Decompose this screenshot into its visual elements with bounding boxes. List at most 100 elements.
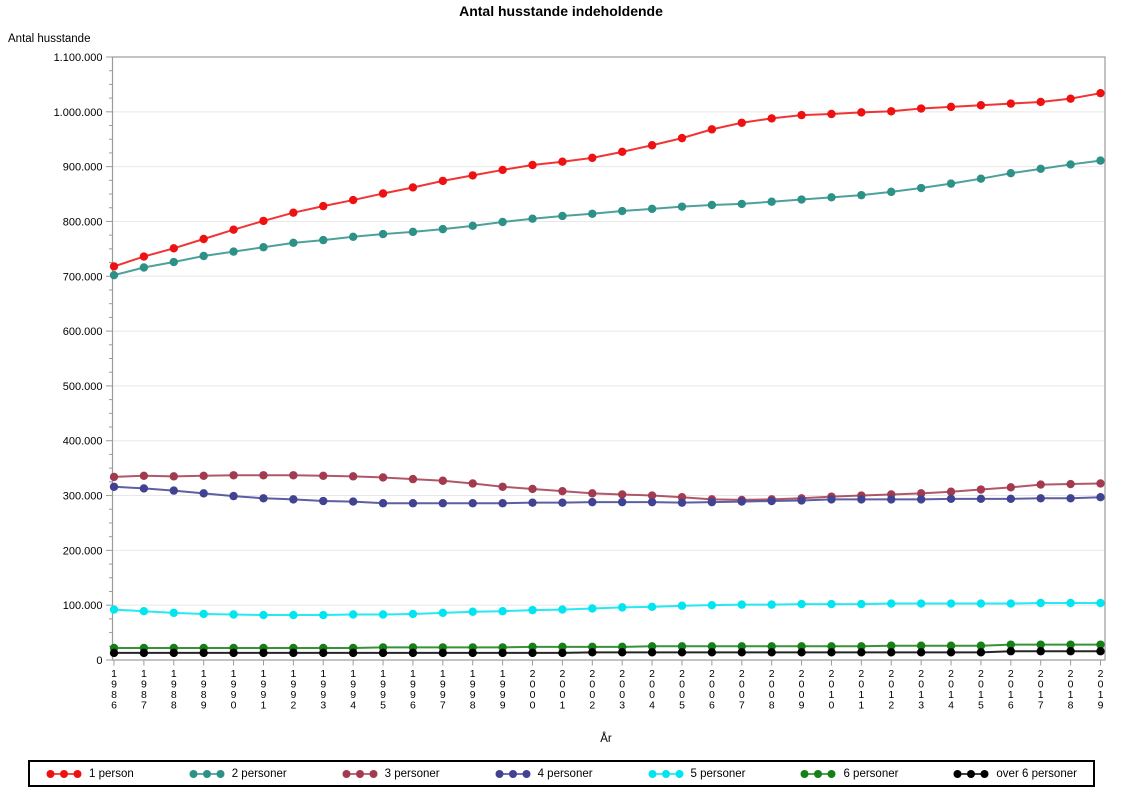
data-point-4-personer bbox=[797, 496, 806, 505]
data-point-over-6-personer bbox=[1066, 647, 1075, 656]
data-point-5-personer bbox=[259, 610, 268, 620]
data-point-2-personer bbox=[199, 251, 208, 261]
data-point-4-personer bbox=[199, 489, 208, 498]
legend-item-over-6-personer: over 6 personer bbox=[953, 768, 1077, 780]
data-point-2-personer bbox=[827, 193, 836, 202]
legend-marker-icon-6-personer bbox=[800, 769, 836, 778]
legend-marker-icon-5-personer bbox=[648, 769, 684, 778]
legend-marker-dot bbox=[369, 769, 378, 778]
data-point-6-personer bbox=[887, 641, 896, 650]
data-point-3-personer bbox=[588, 489, 597, 498]
data-point-4-personer bbox=[946, 494, 956, 504]
data-point-2-personer bbox=[707, 200, 717, 210]
data-point-2-personer bbox=[797, 195, 806, 204]
y-axis-title: Antal husstande bbox=[8, 33, 91, 45]
data-point-5-personer bbox=[976, 599, 986, 608]
data-point-2-personer bbox=[348, 232, 358, 242]
data-point-4-personer bbox=[647, 497, 657, 507]
y-axis-tick-label: 600.000 bbox=[63, 326, 103, 338]
data-point-over-6-personer bbox=[887, 648, 896, 657]
y-axis-tick-label: 1.100.000 bbox=[54, 52, 103, 64]
data-point-1-person bbox=[916, 104, 926, 113]
data-point-6-personer bbox=[857, 642, 866, 651]
data-point-6-personer bbox=[767, 642, 776, 651]
legend-marker-dot bbox=[800, 769, 809, 778]
legend-marker-icon-3-personer bbox=[342, 769, 378, 778]
data-point-1-person bbox=[677, 133, 687, 143]
data-point-2-personer bbox=[1096, 156, 1105, 165]
legend-marker-icon-1-person bbox=[46, 769, 82, 778]
data-point-5-personer bbox=[378, 610, 388, 619]
data-point-4-personer bbox=[378, 499, 388, 508]
data-point-3-personer bbox=[1006, 483, 1016, 492]
legend-marker-dot bbox=[980, 769, 989, 778]
legend-marker-dot bbox=[202, 769, 211, 778]
data-point-3-personer bbox=[1036, 480, 1045, 489]
legend-marker-dot bbox=[73, 769, 82, 778]
data-point-over-6-personer bbox=[378, 648, 388, 658]
data-point-2-personer bbox=[887, 187, 896, 197]
data-point-over-6-personer bbox=[199, 648, 208, 658]
data-point-3-personer bbox=[169, 472, 178, 481]
data-point-1-person bbox=[1036, 97, 1045, 107]
data-point-6-personer bbox=[1036, 640, 1045, 649]
legend-marker-dot bbox=[508, 769, 517, 778]
data-point-over-6-personer bbox=[169, 648, 178, 658]
series-line-4-personer bbox=[113, 485, 1101, 505]
data-point-3-personer bbox=[976, 485, 986, 494]
data-point-1-person bbox=[468, 171, 477, 180]
data-point-6-personer bbox=[677, 642, 687, 651]
data-point-6-personer bbox=[707, 642, 717, 651]
data-point-4-personer bbox=[109, 482, 119, 491]
y-axis-tick-label: 500.000 bbox=[63, 381, 103, 393]
legend-marker-dot bbox=[953, 769, 962, 778]
data-point-5-personer bbox=[916, 599, 926, 608]
data-point-5-personer bbox=[498, 607, 507, 616]
data-point-4-personer bbox=[737, 497, 746, 506]
data-point-3-personer bbox=[408, 474, 418, 484]
data-point-over-6-personer bbox=[767, 648, 776, 657]
data-point-over-6-personer bbox=[976, 648, 986, 657]
data-point-2-personer bbox=[438, 224, 448, 234]
legend-marker-dot bbox=[216, 769, 225, 778]
y-axis-tick-label: 400.000 bbox=[63, 436, 103, 448]
data-point-3-personer bbox=[289, 471, 298, 480]
y-axis-tick-label: 0 bbox=[96, 655, 102, 667]
data-point-2-personer bbox=[946, 179, 956, 188]
data-point-1-person bbox=[139, 252, 149, 261]
data-point-2-personer bbox=[498, 217, 507, 227]
data-point-2-personer bbox=[617, 206, 627, 216]
data-point-over-6-personer bbox=[946, 648, 956, 657]
data-point-5-personer bbox=[139, 607, 149, 616]
data-point-4-personer bbox=[169, 486, 178, 495]
series-line-3-personer bbox=[113, 474, 1101, 501]
data-point-5-personer bbox=[827, 599, 836, 609]
data-point-over-6-personer bbox=[139, 648, 149, 658]
data-point-5-personer bbox=[887, 599, 896, 608]
data-point-over-6-personer bbox=[438, 648, 448, 658]
legend-marker-dot bbox=[60, 769, 68, 778]
data-point-1-person bbox=[617, 147, 627, 157]
data-point-over-6-personer bbox=[348, 648, 358, 658]
series-line-2-personer bbox=[113, 159, 1101, 277]
data-point-1-person bbox=[976, 101, 986, 110]
legend-item-1-person: 1 person bbox=[46, 768, 134, 780]
series-line-over-6-personer bbox=[114, 650, 1101, 654]
data-point-over-6-personer bbox=[558, 648, 567, 658]
legend-marker-dot bbox=[522, 769, 531, 778]
data-point-4-personer bbox=[1036, 494, 1045, 503]
legend-item-4-personer: 4 personer bbox=[495, 768, 593, 780]
